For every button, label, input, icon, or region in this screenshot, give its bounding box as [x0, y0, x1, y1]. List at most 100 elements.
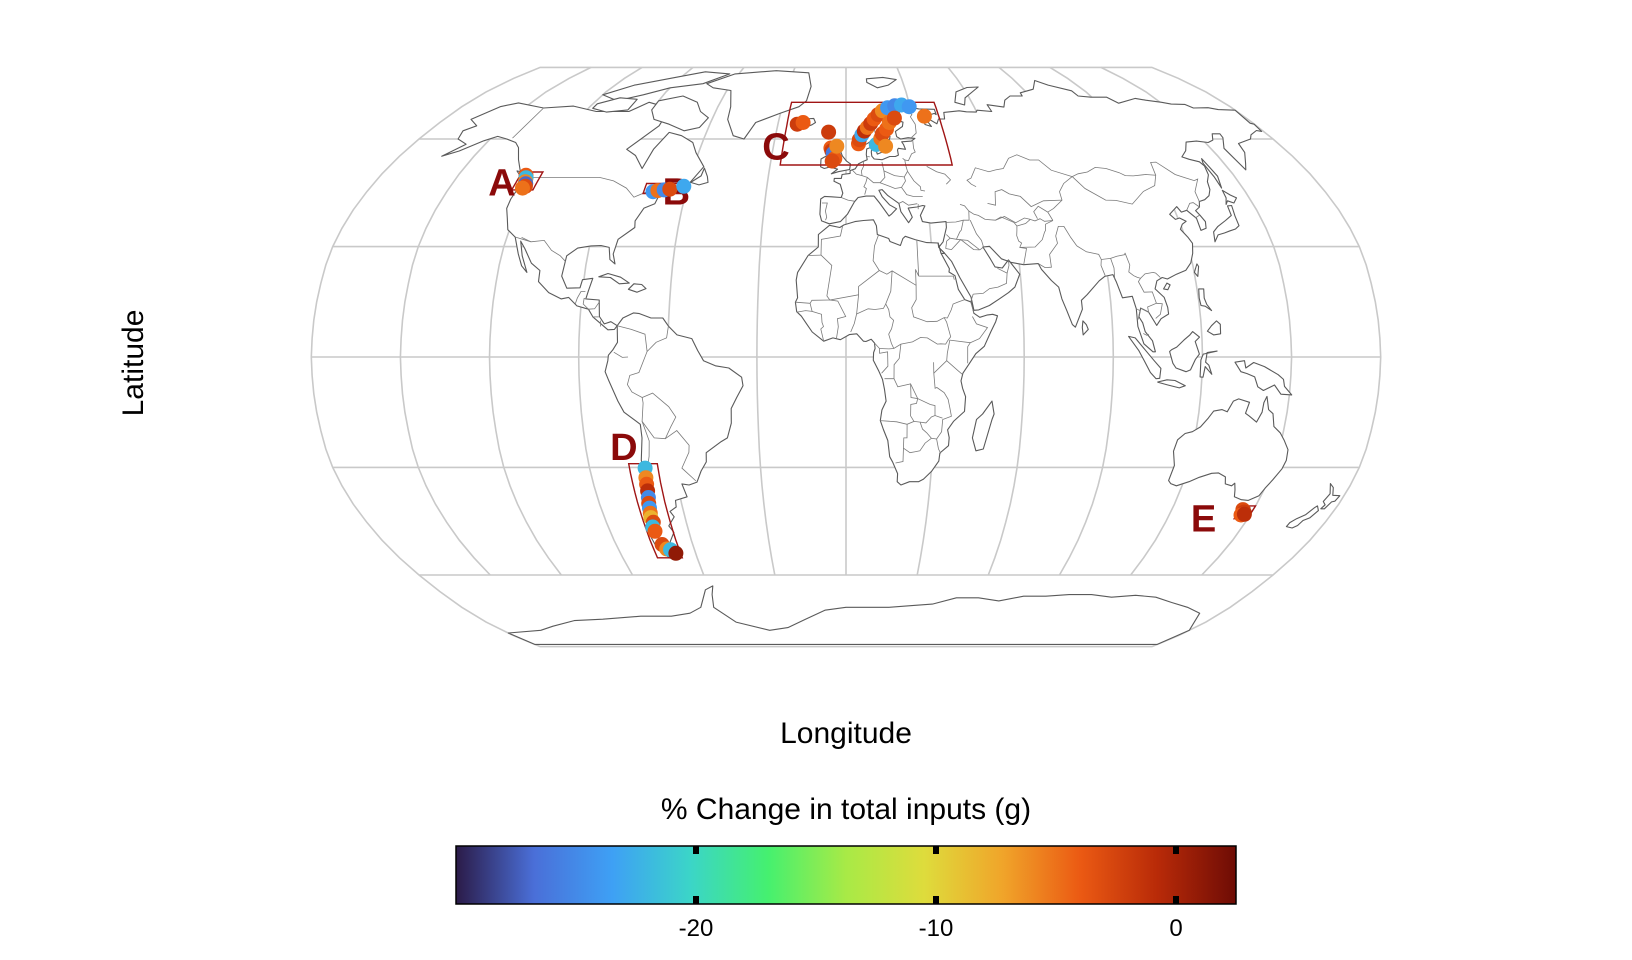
country-border	[1150, 161, 1200, 202]
country-border	[641, 392, 677, 440]
land-philippines-luzon	[1198, 288, 1213, 312]
country-border	[821, 202, 828, 221]
colorbar-tick-bottom	[693, 896, 699, 904]
study-regions: ABCDE	[488, 101, 1257, 559]
country-border	[829, 299, 847, 339]
land-sakhalin	[1201, 158, 1223, 189]
site-point	[795, 115, 811, 130]
country-border	[884, 344, 902, 380]
region-label-d: D	[610, 427, 637, 469]
country-border	[946, 360, 963, 375]
land-greenland	[706, 70, 812, 140]
land-newfoundland	[690, 167, 709, 186]
country-border	[907, 171, 926, 192]
country-border	[521, 237, 532, 243]
country-border	[613, 351, 629, 358]
country-border	[946, 204, 970, 223]
country-border	[820, 225, 843, 256]
colorbar-tick-label: -10	[919, 915, 954, 942]
land-svalbard	[865, 76, 897, 89]
colorbar-tick-bottom	[933, 896, 939, 904]
colorbar-tick-bottom	[1173, 896, 1179, 904]
country-border	[665, 430, 697, 482]
country-border	[1186, 202, 1200, 211]
graticule	[310, 66, 1382, 648]
land-new-guinea	[1234, 360, 1293, 396]
country-border	[918, 275, 955, 280]
land-new-zealand-north	[1320, 483, 1341, 510]
meridian-line	[756, 67, 796, 576]
land-cuba	[598, 272, 630, 285]
country-border	[944, 299, 965, 319]
country-border	[874, 342, 889, 374]
country-border	[1100, 259, 1106, 276]
country-border	[970, 316, 989, 344]
country-border	[879, 285, 952, 350]
country-border	[850, 294, 859, 333]
site-point	[1236, 506, 1252, 522]
region-label-c: C	[762, 127, 789, 169]
site-point	[901, 99, 917, 115]
land-south-america	[604, 312, 744, 559]
country-border	[945, 234, 951, 249]
country-border	[1124, 252, 1157, 304]
site-point	[824, 153, 840, 169]
site-point	[515, 180, 530, 196]
country-border	[968, 210, 1018, 227]
country-border	[903, 437, 932, 454]
country-border	[987, 189, 1063, 208]
country-border	[901, 187, 923, 197]
country-border	[1140, 271, 1161, 279]
land-arabia-gap-fill	[937, 242, 946, 255]
site-point	[886, 110, 902, 126]
land-arctic-archipelago	[602, 71, 731, 102]
country-border	[933, 340, 951, 374]
y-axis-title: Latitude	[117, 310, 150, 417]
land-africa	[794, 219, 999, 486]
land-java	[1157, 379, 1186, 389]
country-border	[969, 220, 984, 248]
region-label-a: A	[488, 162, 515, 204]
colorbar-ticks: -20 -10 0	[679, 846, 1183, 942]
map-outline	[310, 66, 1382, 648]
site-point	[878, 138, 894, 154]
country-border	[1110, 258, 1116, 280]
country-border	[582, 298, 600, 310]
country-border	[885, 270, 895, 349]
country-border	[966, 154, 1073, 188]
country-border	[1019, 220, 1054, 248]
country-border	[1033, 205, 1049, 219]
site-point	[676, 178, 692, 194]
colorbar-tick-label: 0	[1169, 915, 1182, 942]
country-border	[795, 299, 830, 304]
country-border	[879, 176, 906, 189]
country-border	[1194, 214, 1201, 219]
country-border	[820, 235, 880, 301]
land-novaya-zemlya	[954, 86, 979, 106]
country-borders	[512, 107, 1201, 546]
country-border	[1016, 226, 1027, 265]
country-border	[796, 310, 813, 313]
country-border	[1140, 302, 1163, 319]
colorbar-tick-top	[1173, 846, 1179, 854]
land-taiwan	[1193, 263, 1200, 277]
country-border	[1071, 166, 1157, 205]
country-border	[867, 162, 886, 184]
site-point	[829, 138, 845, 154]
country-border	[512, 107, 544, 139]
land-sumatra	[1128, 335, 1162, 380]
land-antarctica	[507, 585, 1201, 645]
land-hokkaido	[1221, 189, 1238, 205]
country-border	[646, 326, 669, 352]
country-border	[913, 415, 943, 424]
site-point	[821, 124, 837, 140]
land-madagascar	[971, 400, 995, 452]
country-border	[1016, 218, 1053, 227]
land-north-america	[441, 101, 705, 331]
site-points	[515, 97, 1252, 561]
country-border	[949, 339, 971, 364]
land-hainan	[1163, 282, 1171, 291]
region-box-c	[779, 101, 954, 166]
site-point	[668, 545, 684, 561]
